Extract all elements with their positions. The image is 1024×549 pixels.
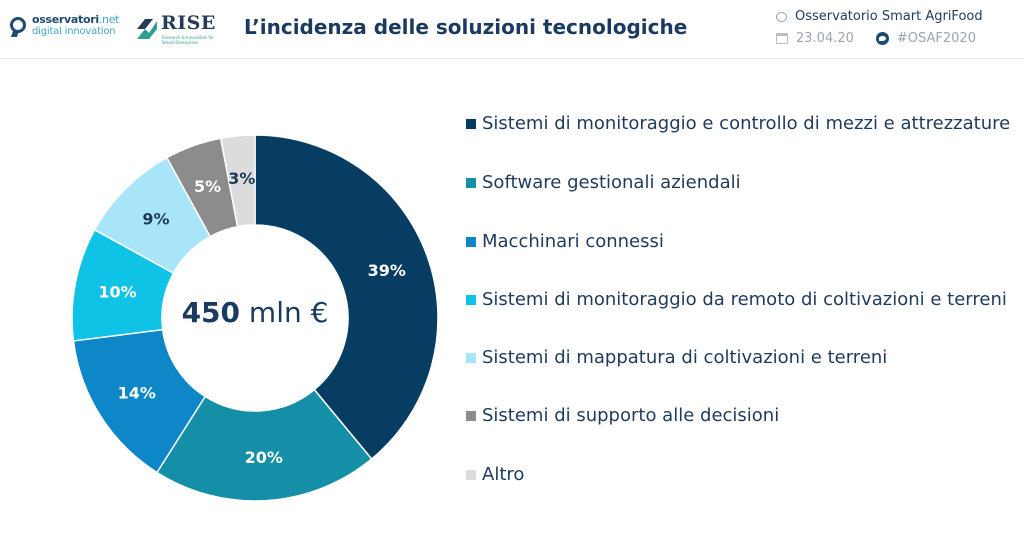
page-title: L’incidenza delle soluzioni tecnologiche xyxy=(244,15,688,39)
donut-slice xyxy=(155,388,373,502)
slice-label: 10% xyxy=(98,282,136,301)
logo-name-text: osservatori xyxy=(32,13,99,26)
rise-logo-subtitle: Research & Innovation for Smart Enterpri… xyxy=(162,35,214,45)
legend-label: Sistemi di supporto alle decisioni xyxy=(482,405,780,426)
slice-label: 5% xyxy=(194,177,221,196)
event-date: 23.04.20 xyxy=(796,31,854,46)
legend-label: Sistemi di monitoraggio da remoto di col… xyxy=(482,289,1007,310)
legend-label: Sistemi di mappatura di coltivazioni e t… xyxy=(482,347,888,368)
legend-swatch xyxy=(466,411,476,421)
chat-bubble-icon xyxy=(776,11,787,22)
legend-swatch xyxy=(466,178,476,188)
donut-center-total: 450 mln € xyxy=(160,296,350,329)
center-unit: mln € xyxy=(248,296,329,329)
date-hashtag-row: 23.04.20 #OSAF2020 xyxy=(776,31,976,46)
legend-label: Altro xyxy=(482,464,525,485)
slice-label: 9% xyxy=(142,210,169,229)
slice-label: 20% xyxy=(245,448,283,467)
slice-label: 3% xyxy=(228,169,255,188)
osservatori-logo-name: osservatori.net xyxy=(32,13,120,26)
logo-tail xyxy=(10,31,20,37)
rise-logo-name: RISE xyxy=(161,12,216,34)
legend-label: Sistemi di monitoraggio e controllo di m… xyxy=(482,113,1011,134)
logo-suffix-text: .net xyxy=(98,13,120,26)
observatory-row: Osservatorio Smart AgriFood xyxy=(776,9,983,24)
rise-arrow-icon xyxy=(137,19,157,39)
slice-label: 39% xyxy=(368,261,406,280)
center-value: 450 xyxy=(181,296,241,329)
osservatori-logo-subtitle: digital innovation xyxy=(32,26,116,37)
osservatori-logo[interactable]: osservatori.net digital innovation xyxy=(10,13,120,43)
legend-swatch xyxy=(466,119,476,129)
legend-label: Macchinari connessi xyxy=(482,231,664,252)
twitter-icon[interactable] xyxy=(875,32,889,45)
slice-label: 14% xyxy=(118,384,156,403)
donut-chart: 39% 20% 14% 10% 9% 5% 3% xyxy=(71,134,439,502)
observatory-name: Osservatorio Smart AgriFood xyxy=(795,9,983,24)
legend-label: Software gestionali aziendali xyxy=(482,172,741,193)
legend-swatch xyxy=(466,353,476,363)
legend-swatch xyxy=(466,295,476,305)
donut-slice xyxy=(219,134,256,228)
header-bar: osservatori.net digital innovation RISE … xyxy=(0,0,1024,59)
donut-slice xyxy=(254,134,439,461)
legend-swatch xyxy=(466,470,476,480)
legend-swatch xyxy=(466,237,476,247)
event-hashtag[interactable]: #OSAF2020 xyxy=(896,31,976,46)
calendar-icon xyxy=(776,33,788,44)
rise-logo[interactable]: RISE Research & Innovation for Smart Ent… xyxy=(135,12,215,46)
